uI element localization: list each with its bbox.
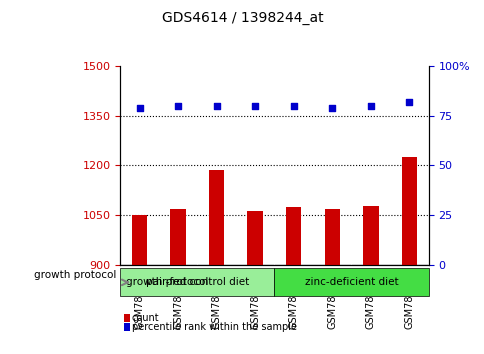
Bar <box>401 157 416 265</box>
Text: percentile rank within the sample: percentile rank within the sample <box>132 322 296 332</box>
Point <box>289 103 297 108</box>
Text: GDS4614 / 1398244_at: GDS4614 / 1398244_at <box>161 11 323 25</box>
Text: growth protocol: growth protocol <box>34 270 116 280</box>
Point <box>136 105 143 110</box>
Text: growth protocol: growth protocol <box>126 278 208 287</box>
Point <box>405 99 412 104</box>
FancyBboxPatch shape <box>274 268 428 296</box>
Bar <box>363 206 378 265</box>
Bar <box>124 323 130 331</box>
Bar <box>209 170 224 265</box>
Bar <box>132 215 147 265</box>
Bar <box>324 209 339 265</box>
Bar <box>247 211 262 265</box>
Bar <box>286 207 301 265</box>
Text: count: count <box>132 313 159 323</box>
Point <box>251 103 258 108</box>
Bar <box>124 314 130 322</box>
Text: zinc-deficient diet: zinc-deficient diet <box>304 278 397 287</box>
Point <box>174 103 182 108</box>
Point <box>328 105 335 110</box>
Text: pair-fed control diet: pair-fed control diet <box>145 278 248 287</box>
Bar <box>170 209 185 265</box>
Point <box>212 103 220 108</box>
Point <box>366 103 374 108</box>
FancyBboxPatch shape <box>120 268 274 296</box>
